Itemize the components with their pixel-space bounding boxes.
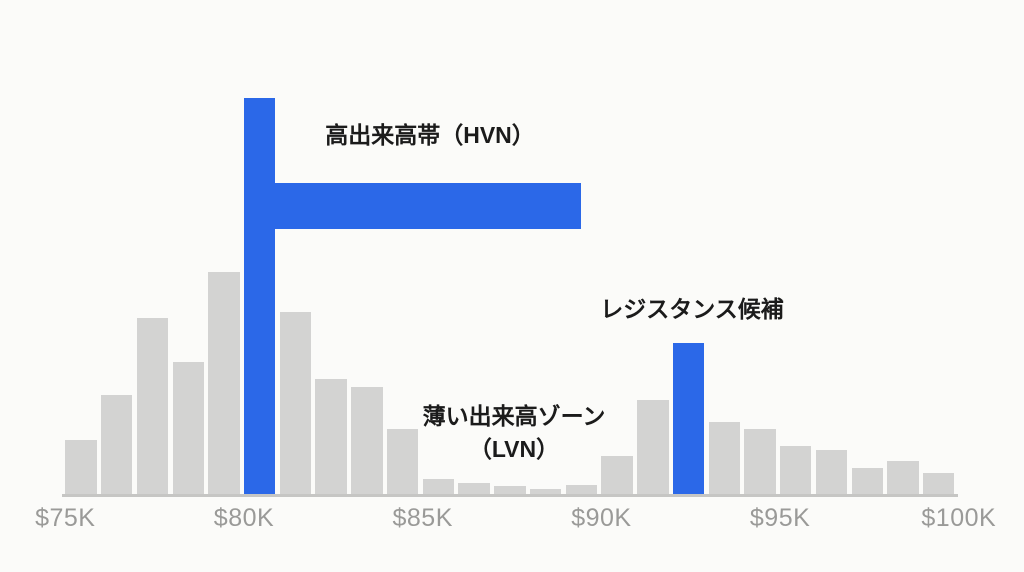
volume-bar-96k <box>815 450 848 494</box>
volume-bar-76k <box>101 395 133 494</box>
volume-bar-92k-highlighted <box>672 343 705 494</box>
volume-bar-78k <box>172 362 204 494</box>
lvn-annotation-label: 薄い出来高ゾーン （LVN） <box>412 400 616 466</box>
volume-bar-77k <box>136 318 169 494</box>
lvn-annotation-line2: （LVN） <box>468 436 560 462</box>
volume-bar-99k <box>923 473 955 494</box>
volume-bar-82k <box>315 379 347 494</box>
volume-bar-94k <box>744 429 776 494</box>
volume-bar-97k <box>851 467 883 494</box>
hvn-annotation-label: 高出来高帯（HVN） <box>325 122 535 148</box>
x-axis-tick-label-100k: $100K <box>921 504 997 532</box>
volume-bar-95k <box>780 446 812 494</box>
hvn-band-highlight <box>274 183 581 229</box>
x-axis-tick-label-90k: $90K <box>571 504 632 532</box>
volume-bar-81k <box>279 311 312 494</box>
x-axis-tick-label-85k: $85K <box>392 504 453 532</box>
volume-bar-85k <box>422 478 455 494</box>
lvn-annotation-line1: 薄い出来高ゾーン <box>422 403 606 429</box>
x-axis-tick-label-80k: $80K <box>213 504 275 532</box>
volume-bar-89k <box>565 484 598 494</box>
volume-bar-75k <box>65 440 97 494</box>
x-axis-line <box>62 494 958 497</box>
volume-bar-98k <box>887 461 919 494</box>
volume-bar-90k <box>601 455 633 494</box>
volume-bar-93k <box>708 421 740 494</box>
x-axis-tick-label-75k: $75K <box>35 504 96 532</box>
volume-bar-91k <box>637 400 669 494</box>
volume-bar-86k <box>458 482 490 494</box>
resistance-annotation-label: レジスタンス候補 <box>600 296 784 322</box>
volume-bar-84k <box>386 429 419 494</box>
x-axis-tick-label-95k: $95K <box>749 504 811 532</box>
volume-bar-83k <box>351 387 383 494</box>
volume-bar-79k <box>208 271 240 494</box>
volume-bar-88k <box>529 488 562 494</box>
volume-bar-80k-highlighted <box>244 98 276 494</box>
volume-bar-87k <box>494 486 526 494</box>
